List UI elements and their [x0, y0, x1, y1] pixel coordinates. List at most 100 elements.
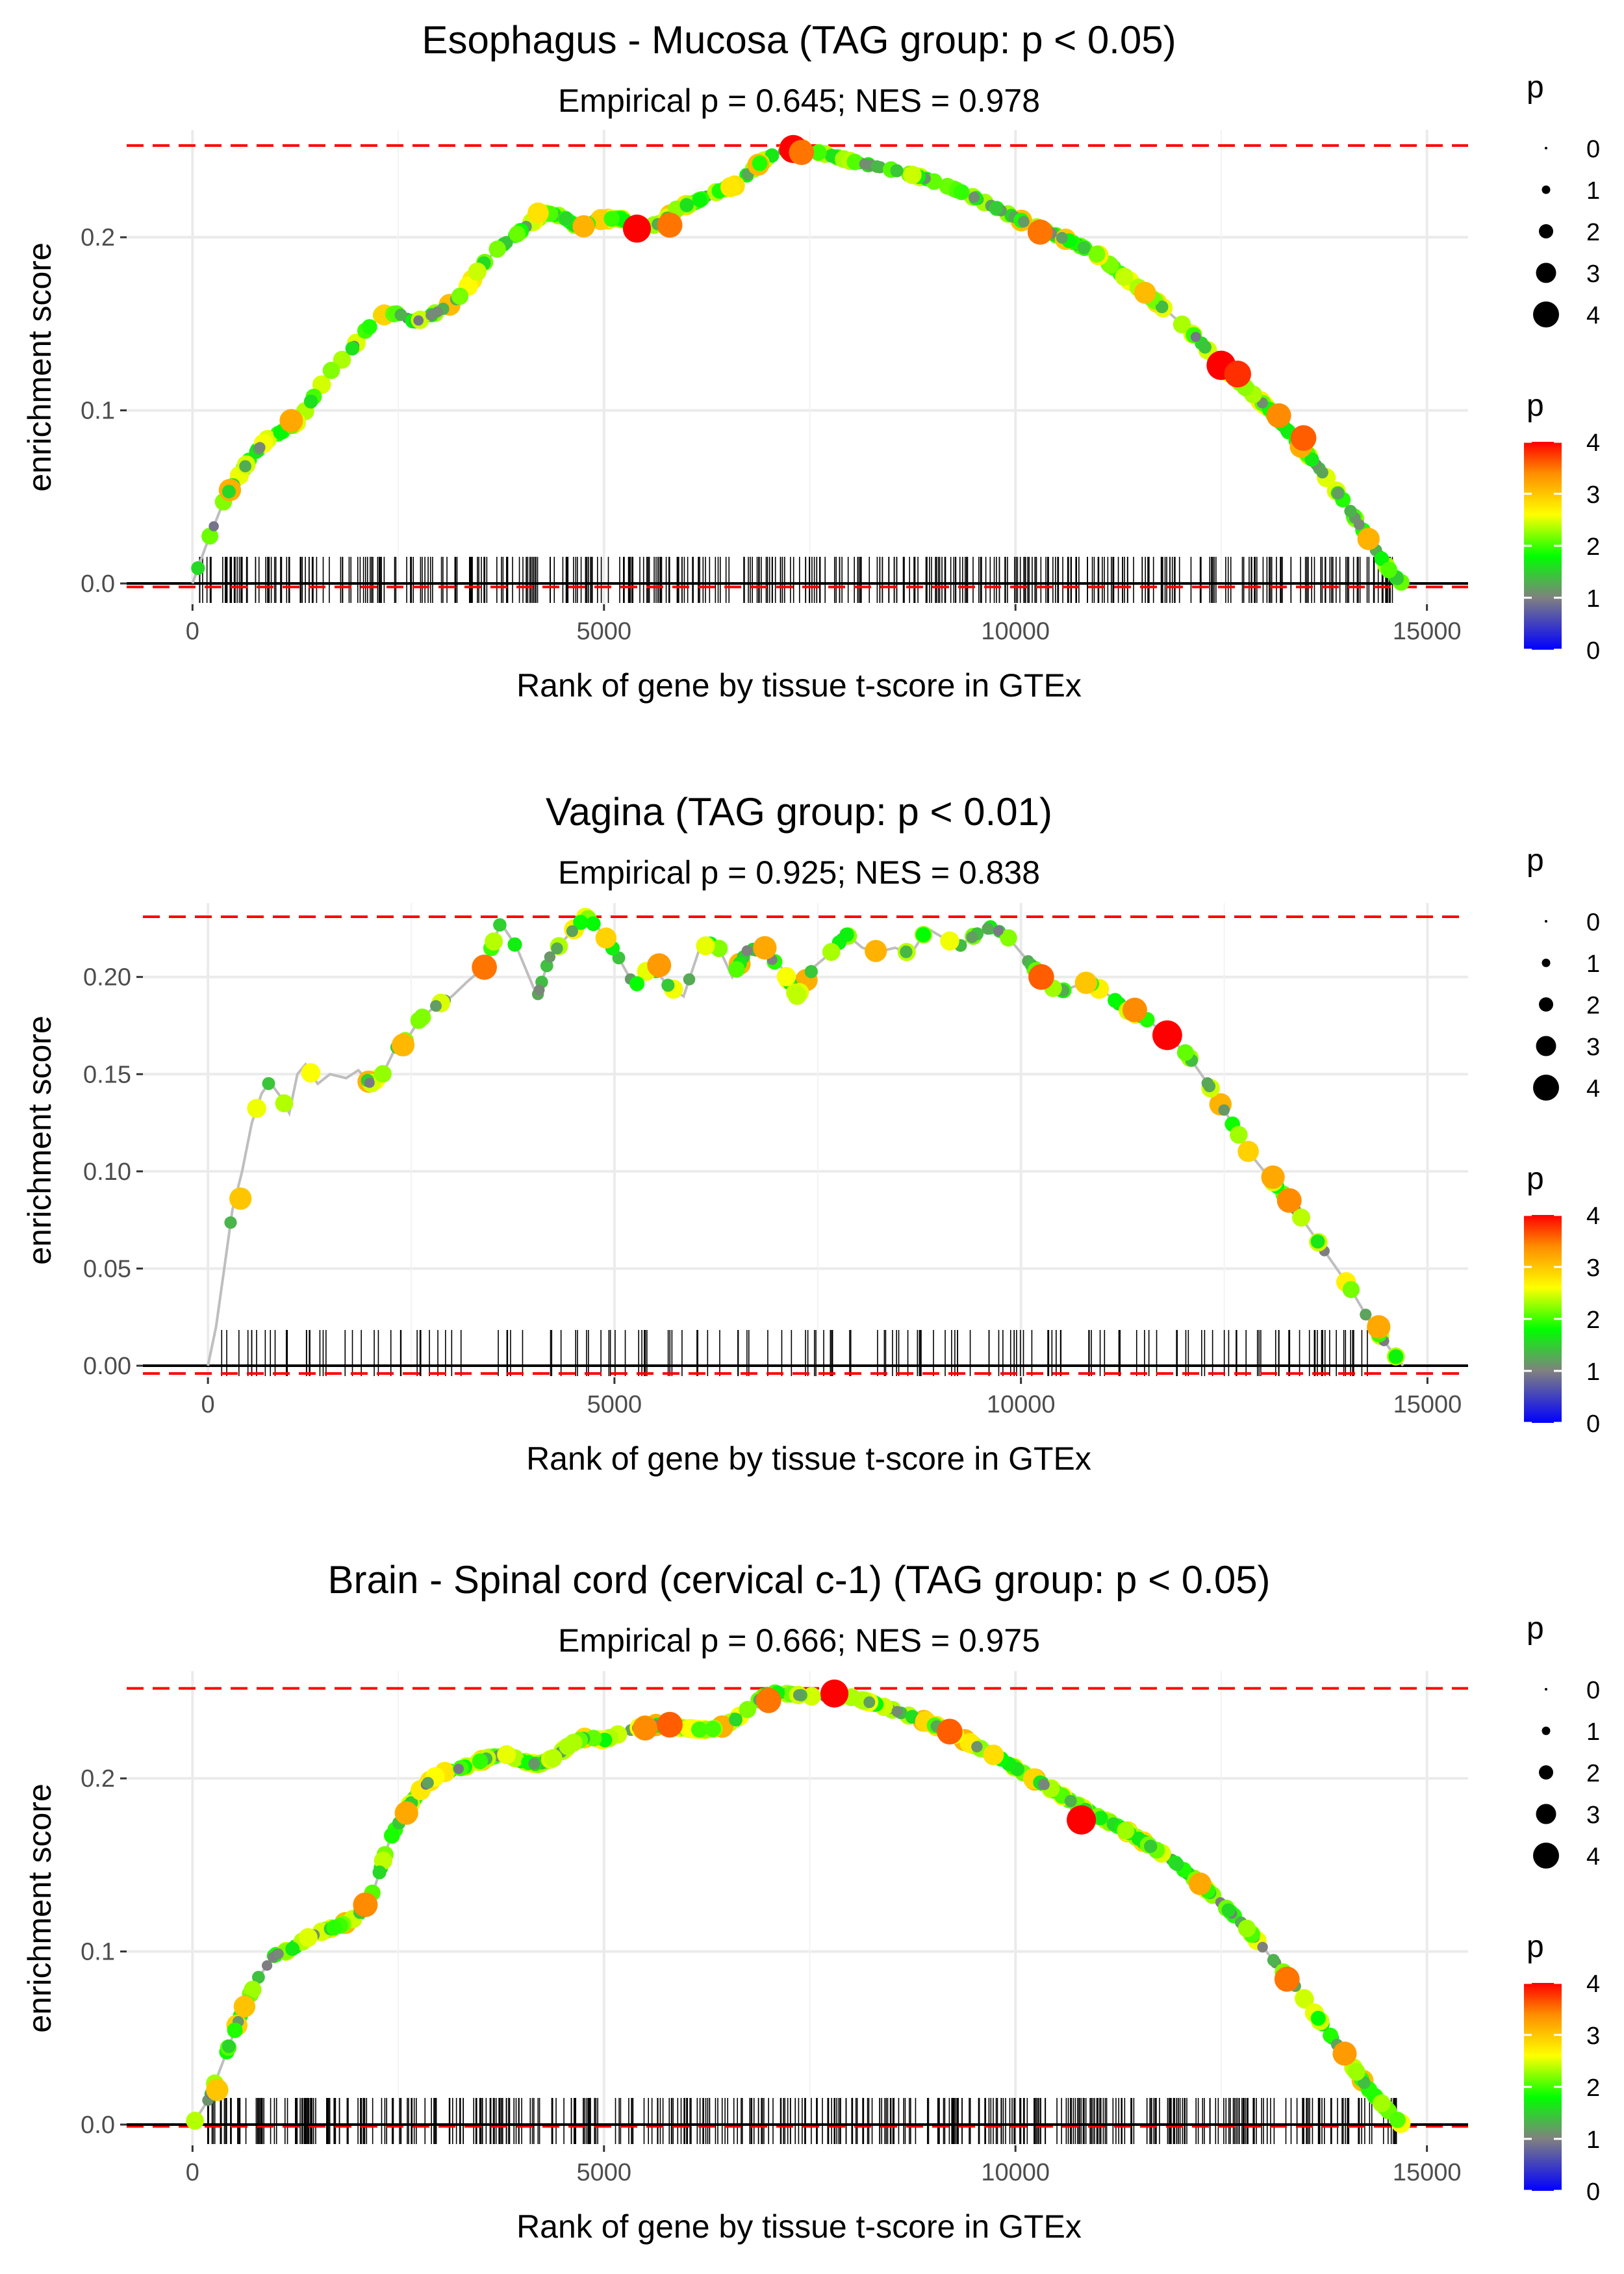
- size-legend-key: [1542, 1726, 1551, 1735]
- es-point-highlight: [229, 1187, 252, 1210]
- es-point-highlight: [1122, 997, 1147, 1023]
- es-point-highlight: [527, 202, 549, 224]
- size-legend-label: 2: [1586, 1760, 1600, 1787]
- y-axis-title: enrichment score: [21, 242, 58, 492]
- es-point: [1237, 1140, 1259, 1162]
- es-point: [692, 192, 707, 208]
- es-point-highlight: [1224, 361, 1252, 388]
- es-point: [1388, 1349, 1404, 1364]
- es-point: [720, 177, 741, 198]
- es-point-highlight: [472, 954, 497, 980]
- color-legend-label: 4: [1586, 1203, 1600, 1230]
- es-point: [252, 1971, 265, 1984]
- es-point: [968, 192, 980, 203]
- color-legend-label: 1: [1586, 585, 1600, 613]
- panel-brain-spinal-cord: Brain - Spinal cord (cervical c-1) (TAG …: [21, 1558, 1600, 2245]
- x-tick-label: 0: [186, 2159, 199, 2186]
- es-point: [262, 1960, 273, 1971]
- es-point: [865, 939, 887, 962]
- es-point: [989, 201, 1003, 215]
- es-point: [585, 1730, 602, 1746]
- es-point-highlight: [622, 214, 652, 243]
- x-tick-label: 15000: [1393, 618, 1462, 645]
- es-point: [191, 561, 205, 576]
- es-point: [566, 925, 579, 938]
- chart-subtitle: Empirical p = 0.666; NES = 0.975: [558, 1622, 1040, 1659]
- es-point: [603, 211, 620, 227]
- color-legend-label: 1: [1586, 1359, 1600, 1386]
- es-point: [1056, 232, 1068, 244]
- es-point: [629, 976, 645, 991]
- color-legend-label: 0: [1586, 1411, 1600, 1438]
- es-point: [533, 984, 545, 996]
- size-legend-key: [1539, 1765, 1553, 1780]
- x-tick-label: 10000: [987, 1391, 1056, 1418]
- es-point: [209, 521, 219, 531]
- es-point: [1316, 466, 1328, 479]
- es-point: [787, 986, 807, 1005]
- es-point: [254, 442, 266, 454]
- es-point: [1380, 561, 1397, 578]
- y-tick-label: 0.1: [81, 398, 115, 425]
- legend: p 0 1 2 3 4 p 4 3 2 1 0: [1524, 843, 1600, 1438]
- size-legend-key: [1545, 920, 1547, 923]
- es-point: [312, 375, 331, 394]
- es-point: [679, 198, 694, 212]
- chart-title: Vagina (TAG group: p < 0.01): [546, 790, 1052, 834]
- es-point: [1292, 1208, 1310, 1227]
- es-point: [661, 978, 675, 992]
- es-point: [201, 528, 219, 545]
- size-legend-label: 1: [1586, 1718, 1600, 1746]
- es-point: [244, 1980, 262, 1999]
- chart-title: Brain - Spinal cord (cervical c-1) (TAG …: [327, 1558, 1270, 1602]
- es-point: [384, 1828, 400, 1843]
- color-legend-label: 0: [1586, 2178, 1600, 2206]
- es-point: [544, 951, 556, 963]
- es-point: [275, 1094, 294, 1113]
- es-point: [301, 1063, 321, 1083]
- es-point: [1373, 2094, 1391, 2112]
- es-point: [1374, 551, 1389, 567]
- es-point-highlight: [1067, 1805, 1097, 1835]
- es-point: [1189, 1872, 1212, 1895]
- size-legend-label: 3: [1586, 1802, 1600, 1829]
- es-point: [891, 1706, 903, 1717]
- es-point: [822, 943, 841, 961]
- size-legend-key: [1533, 1843, 1559, 1869]
- size-legend-key: [1533, 1075, 1559, 1101]
- es-point: [1170, 1857, 1184, 1871]
- es-point: [870, 160, 883, 173]
- es-point: [683, 973, 696, 986]
- color-legend-label: 2: [1586, 2075, 1600, 2102]
- es-point-highlight: [391, 1033, 415, 1056]
- y-tick-label: 0.00: [83, 1353, 131, 1380]
- es-point-highlight: [1274, 1966, 1300, 1992]
- size-legend-label: 1: [1586, 177, 1600, 205]
- es-point: [410, 1012, 428, 1029]
- color-legend-title: p: [1527, 1162, 1544, 1196]
- x-tick-label: 0: [201, 1391, 215, 1418]
- es-point: [333, 350, 351, 369]
- es-point: [1221, 1903, 1236, 1917]
- es-point: [1018, 216, 1030, 228]
- x-tick-label: 15000: [1393, 2159, 1462, 2186]
- x-axis-title: Rank of gene by tissue t-score in GTEx: [516, 2208, 1082, 2245]
- size-legend-key: [1536, 262, 1556, 283]
- es-point: [691, 1721, 707, 1738]
- es-point: [739, 1701, 757, 1718]
- panel-vagina: Vagina (TAG group: p < 0.01) Empirical p…: [21, 790, 1600, 1477]
- es-point-highlight: [657, 1711, 683, 1738]
- es-point-highlight: [1266, 403, 1291, 428]
- size-legend-key: [1542, 958, 1551, 967]
- es-point: [696, 936, 715, 956]
- es-point: [425, 309, 437, 321]
- size-legend-key: [1539, 224, 1553, 238]
- es-point-highlight: [1290, 425, 1317, 451]
- es-point: [595, 927, 616, 949]
- es-point: [1360, 1309, 1372, 1321]
- legend: p 0 1 2 3 4 p 4 3 2 1 0: [1524, 1611, 1600, 2206]
- es-point-highlight: [820, 1680, 849, 1708]
- es-point-highlight: [1027, 219, 1053, 245]
- x-axis-title: Rank of gene by tissue t-score in GTEx: [516, 667, 1082, 704]
- es-point: [1218, 1104, 1230, 1116]
